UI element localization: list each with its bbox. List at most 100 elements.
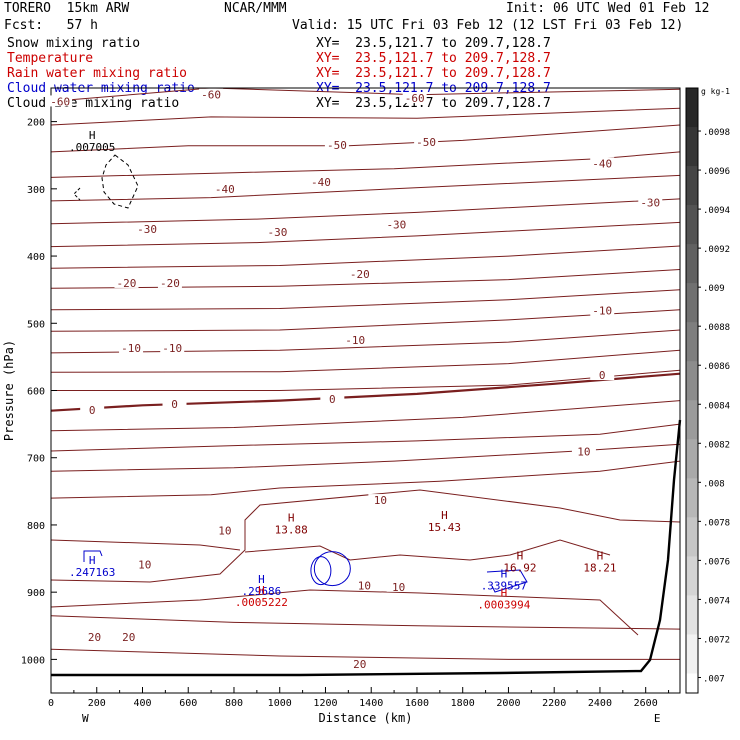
colorbar-swatch [686,244,698,284]
cloud-water-contour [310,556,332,586]
contour-label-bg [114,276,139,288]
contour-label-bg [402,92,427,104]
contour-label-bg [368,494,393,506]
colorbar-swatch [686,166,698,206]
colorbar-swatch [686,595,698,635]
maximum-marker: H [501,567,508,580]
isotherm-label: -20 [117,277,137,290]
colorbar-label: .0086 [703,362,730,372]
y-tick-label: 400 [27,252,45,263]
maximum-marker: H [517,549,524,562]
isotherm-label: 10 [138,559,151,572]
colorbar-label: .0084 [703,401,730,411]
isotherm-line [50,221,681,248]
contour-label-bg [384,218,409,230]
isotherm-label: 10 [358,579,371,592]
colorbar-swatch [686,88,698,128]
contour-label-bg [199,88,224,100]
y-tick-label: 200 [27,118,45,129]
contour-label-bg [571,445,596,457]
contour-label-bg [324,139,349,151]
colorbar-label: .009 [703,284,725,294]
valid-time: Valid: 15 UTC Fri 03 Feb 12 (12 LST Fri … [292,18,684,33]
x-end-label-west: W [82,712,89,725]
colorbar-swatch [686,556,698,596]
field-xy: XY= 23.5,121.7 to 209.7,128.7 [316,66,551,81]
field-name: Temperature [7,51,94,66]
isotherm-label: -10 [592,305,612,318]
isotherm-label: 0 [89,404,96,417]
chart-marks: -60 -60 -60 -50 -50 -40 -40 -40 -30 -30 -30 -30 -20 -… [2,87,730,725]
isotherm-label: -40 [311,176,331,189]
isotherm-label: 10 [374,494,387,507]
x-tick-label: 1600 [405,698,429,709]
maximum-marker: H [258,584,265,597]
temperature-contours [50,87,682,677]
isotherm-line [50,349,681,373]
isotherm-label: 10 [577,446,590,459]
contour-label-bg [265,225,290,237]
x-tick-label: 200 [88,698,106,709]
colorbar-units: g kg-1 [701,87,730,96]
maximum-marker: H [89,554,96,567]
model-title: TORERO 15km ARW [4,1,130,16]
cloud-water-contour [83,550,103,562]
colorbar-swatch [686,400,698,440]
isotherm-line [50,124,681,153]
colorbar-swatch [686,205,698,245]
isotherm-label: -30 [137,223,157,236]
maximum-value: 18.21 [583,561,616,574]
contour-label-bg [320,393,345,405]
field-xy: XY= 23.5,121.7 to 209.7,128.7 [316,51,551,66]
colorbar-swatch [686,361,698,401]
maximum-value: .0005222 [235,596,288,609]
y-axis-label: Pressure (hPa) [2,340,16,441]
y-tick-label: 700 [27,454,45,465]
contour-label-bg [162,397,187,409]
y-tick-label: 600 [27,387,45,398]
contour-label-bg [82,631,107,643]
colorbar-label: .008 [703,479,725,489]
x-tick-label: 400 [133,698,151,709]
isotherm-label: 20 [122,631,135,644]
isotherm-label: -60 [405,92,425,105]
colorbar-label: .0096 [703,167,730,177]
isotherm-line [50,151,681,178]
field-xy: XY= 23.5,121.7 to 209.7,128.7 [316,36,551,51]
maximum-marker: H [89,129,96,142]
maximum-value: .247163 [69,566,115,579]
colorbar-label: .0076 [703,557,730,567]
isotherm-label: 20 [88,631,101,644]
contour-label-bg [343,334,368,346]
contour-label-bg [135,223,160,235]
x-tick-label: 0 [48,698,54,709]
terrain-surface [51,419,682,677]
isotherm-line [50,245,681,269]
isotherm-line [50,460,681,499]
maximum-marker: H [597,549,604,562]
colorbar-label: .0092 [703,245,730,255]
contour-label-bg [590,157,615,169]
isotherm-label: -50 [327,139,347,152]
contour-label-bg [590,369,615,381]
cloud-water-contour [486,569,528,593]
y-tick-label: 1000 [21,655,45,666]
x-tick-label: 2000 [496,698,520,709]
maximum-value: 16.92 [503,561,536,574]
maximum-marker: H [501,586,508,599]
y-tick-label: 800 [27,521,45,532]
warm-contour [50,589,639,636]
colorbar-swatch [686,517,698,557]
maximum-marker: H [441,509,448,522]
colorbar-swatch [686,283,698,323]
contour-label-bg [157,276,182,288]
maximum-value: .007005 [69,141,115,154]
isotherm-line [50,174,681,202]
y-tick-label: 500 [27,319,45,330]
field-name: Snow mixing ratio [7,36,141,51]
contour-label-bg [414,135,439,147]
isotherm-line [50,400,681,432]
isotherm-label: -20 [350,268,370,281]
colorbar-swatch [686,322,698,362]
maximum-marker: H [288,512,295,525]
